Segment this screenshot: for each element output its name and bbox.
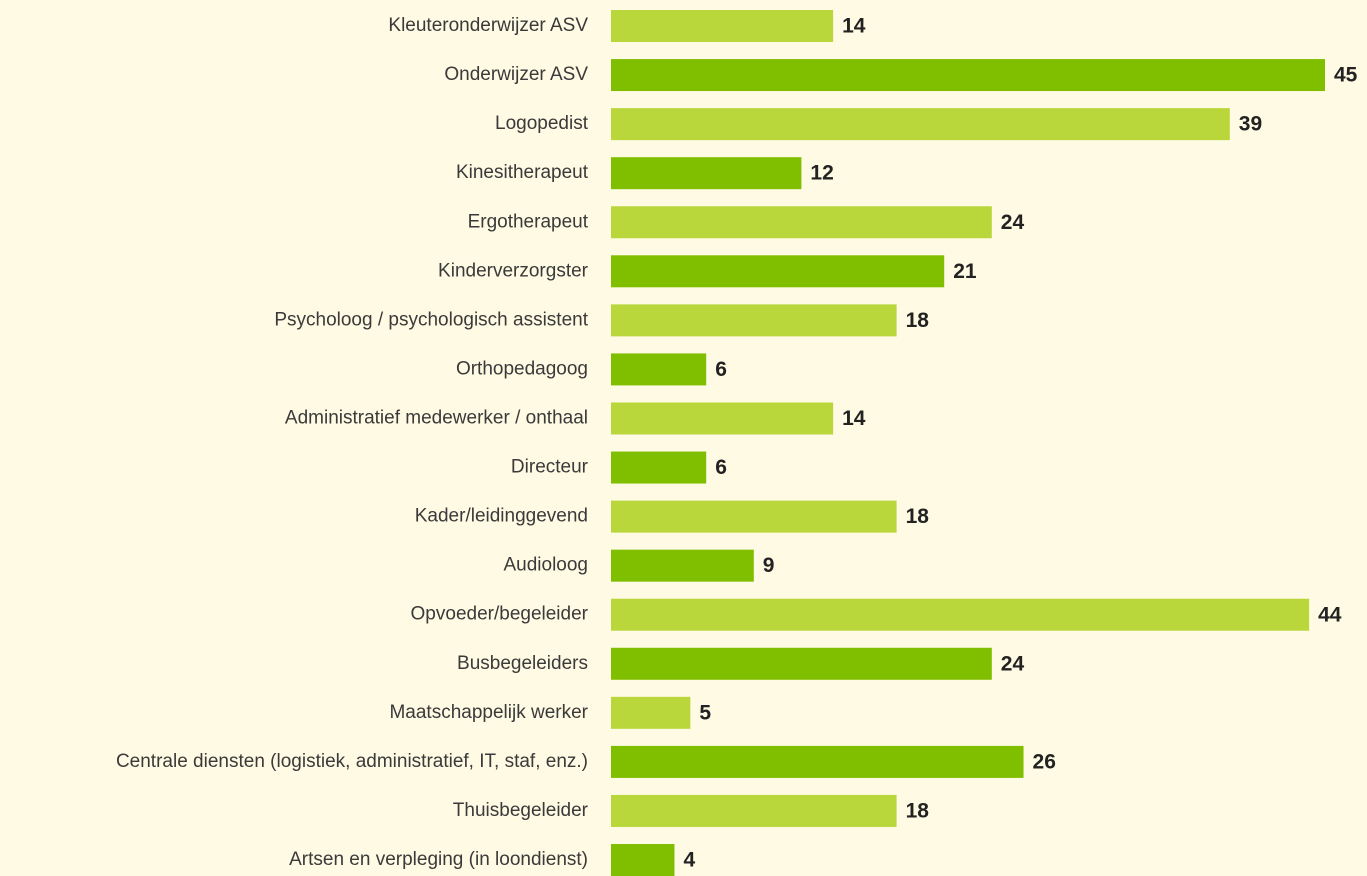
category-label: Directeur [511,457,589,478]
value-label: 26 [1033,750,1056,773]
bar [611,598,1310,631]
category-label: Audioloog [503,555,588,576]
category-label: Ergotherapeut [468,211,589,232]
bar [611,59,1325,92]
category-label: Kinderverzorgster [438,260,589,281]
category-label: Kinesitherapeut [456,162,589,183]
bar [611,696,691,729]
category-label: Orthopedagoog [456,358,588,379]
bar [611,844,675,876]
category-label: Busbegeleiders [457,653,588,674]
category-label: Artsen en verpleging (in loondienst) [289,849,588,870]
category-label: Opvoeder/begeleider [411,604,589,625]
bar [611,794,897,827]
value-label: 24 [1001,211,1025,234]
category-label: Kader/leidinggevend [415,506,588,527]
bar [611,353,707,386]
bar [611,500,897,533]
value-label: 45 [1334,64,1358,87]
value-label: 6 [715,358,727,381]
bar [611,255,945,288]
value-label: 5 [699,701,711,724]
bar [611,108,1230,141]
bar [611,647,992,680]
category-label: Maatschappelijk werker [389,702,588,723]
category-label: Thuisbegeleider [453,800,589,821]
category-label: Logopedist [495,113,589,134]
value-label: 6 [715,456,727,479]
category-label: Kleuteronderwijzer ASV [388,15,588,36]
value-label: 14 [842,15,866,38]
category-label: Psycholoog / psychologisch assistent [274,309,588,330]
value-label: 4 [683,849,695,872]
value-label: 39 [1239,113,1262,136]
bar [611,451,707,484]
value-label: 18 [906,505,930,528]
value-label: 24 [1001,652,1025,675]
bar [611,549,754,582]
bar [611,206,992,239]
category-label: Onderwijzer ASV [444,64,588,85]
bar [611,304,897,337]
bar [611,157,802,190]
bar [611,402,834,435]
value-label: 14 [842,407,866,430]
bar [611,745,1024,778]
bar [611,10,834,42]
value-label: 9 [763,554,775,577]
value-label: 12 [810,162,833,185]
category-label: Centrale diensten (logistiek, administra… [116,751,588,772]
category-label: Administratief medewerker / onthaal [285,407,588,428]
value-label: 21 [953,260,977,283]
value-label: 18 [906,309,930,332]
value-label: 44 [1318,603,1342,626]
value-label: 18 [906,800,930,823]
